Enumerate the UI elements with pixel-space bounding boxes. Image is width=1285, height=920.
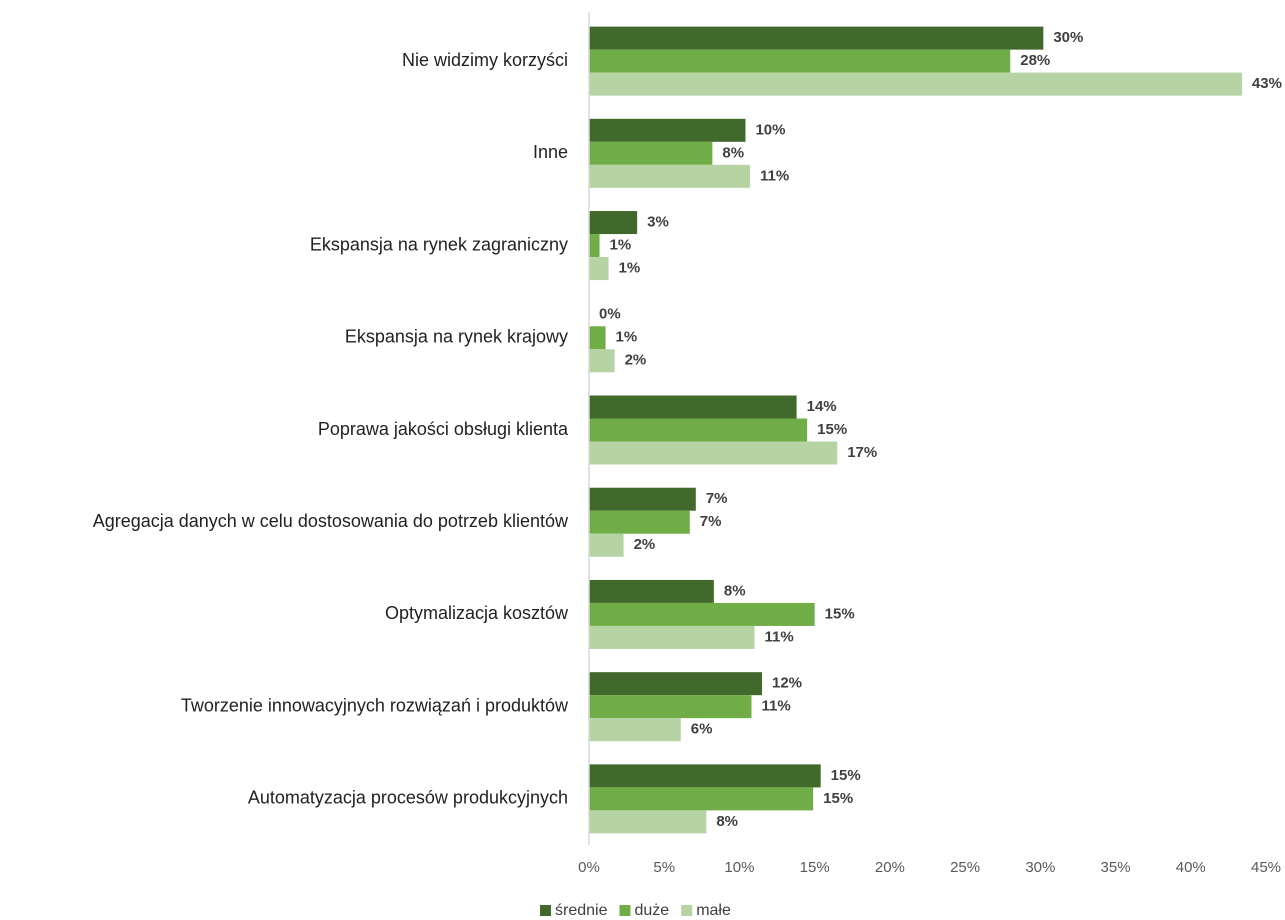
value-label: 15% (817, 421, 847, 438)
value-label: 2% (625, 352, 647, 369)
x-tick-label: 5% (653, 859, 675, 876)
bar (589, 349, 615, 373)
bar (589, 602, 815, 626)
value-label: 15% (823, 790, 853, 807)
bar (589, 787, 814, 811)
value-label: 17% (847, 444, 877, 461)
value-label: 30% (1053, 29, 1083, 46)
category-label: Ekspansja na rynek zagraniczny (310, 234, 568, 254)
value-label: 10% (755, 121, 785, 138)
bar (589, 672, 763, 696)
value-label: 12% (772, 675, 802, 692)
bar (589, 164, 750, 188)
value-label: 8% (722, 144, 744, 161)
value-label: 8% (716, 813, 738, 830)
value-label: 3% (647, 214, 669, 231)
bar (589, 579, 714, 603)
legend-label: małe (696, 902, 731, 919)
bar (589, 764, 821, 788)
value-label: 15% (831, 767, 861, 784)
x-tick-label: 15% (800, 859, 830, 876)
bar (589, 141, 713, 165)
category-label: Ekspansja na rynek krajowy (345, 327, 568, 347)
bar (589, 418, 808, 442)
bar (589, 718, 681, 742)
category-label: Agregacja danych w celu dostosowania do … (93, 511, 569, 531)
bar (589, 211, 638, 235)
value-label: 14% (807, 398, 837, 415)
bar (589, 695, 752, 719)
bar (589, 441, 838, 465)
category-label: Optymalizacja kosztów (385, 603, 569, 623)
x-tick-label: 25% (950, 859, 980, 876)
category-label: Nie widzimy korzyści (402, 50, 568, 70)
bar (589, 257, 609, 281)
x-tick-label: 45% (1251, 859, 1281, 876)
value-label: 11% (760, 167, 789, 184)
value-label: 0% (599, 306, 621, 323)
x-tick-label: 20% (875, 859, 905, 876)
legend-swatch (619, 905, 631, 916)
bar (589, 625, 755, 649)
x-tick-label: 40% (1176, 859, 1206, 876)
legend-label: średnie (555, 902, 608, 919)
category-label: Tworzenie innowacyjnych rozwiązań i prod… (181, 695, 569, 715)
bar (589, 533, 624, 557)
value-label: 6% (691, 721, 713, 738)
category-label: Automatyzacja procesów produkcyjnych (248, 788, 568, 808)
value-label: 11% (761, 698, 790, 715)
bar (589, 72, 1242, 96)
bar (589, 487, 696, 511)
value-label: 7% (706, 490, 728, 507)
bar (589, 49, 1011, 73)
bar (589, 510, 690, 534)
value-label: 15% (825, 605, 855, 622)
value-label: 43% (1252, 75, 1282, 92)
value-label: 11% (764, 628, 793, 645)
value-label: 28% (1020, 52, 1050, 69)
category-label: Inne (533, 142, 568, 162)
x-tick-label: 0% (578, 859, 600, 876)
x-tick-label: 10% (724, 859, 754, 876)
bar (589, 810, 707, 834)
x-tick-label: 35% (1101, 859, 1131, 876)
value-label: 8% (724, 582, 746, 599)
legend-swatch (681, 905, 693, 916)
value-label: 1% (610, 237, 632, 254)
bar (589, 395, 797, 419)
value-label: 1% (616, 329, 638, 346)
category-label: Poprawa jakości obsługi klienta (318, 419, 569, 439)
bar (589, 26, 1044, 50)
legend-label: duże (634, 902, 669, 919)
bar (589, 118, 746, 142)
value-label: 7% (700, 513, 722, 530)
value-label: 1% (619, 260, 641, 277)
legend-swatch (540, 905, 551, 916)
bar (589, 234, 600, 258)
x-tick-label: 30% (1025, 859, 1055, 876)
value-label: 2% (634, 536, 656, 553)
bar (589, 326, 606, 350)
